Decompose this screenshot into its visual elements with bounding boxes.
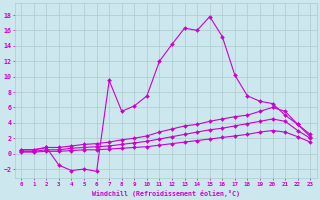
X-axis label: Windchill (Refroidissement éolien,°C): Windchill (Refroidissement éolien,°C) [92, 190, 240, 197]
